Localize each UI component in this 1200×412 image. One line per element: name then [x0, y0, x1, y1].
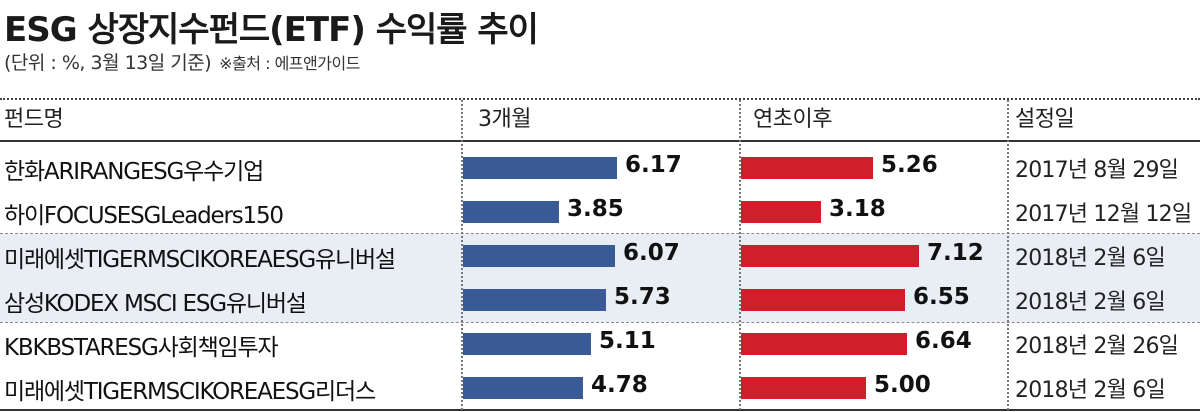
- inception-date: 2018년 2월 6일: [1015, 290, 1166, 315]
- source-note: ※출처 : 에프앤가이드: [219, 54, 360, 73]
- table-row: 하이FOCUSESGLeaders150 3.85 3.18 2017년 12월 12…: [0, 190, 1200, 234]
- bar-3month: [463, 157, 617, 179]
- column-divider: [739, 100, 741, 410]
- bottom-rule: [0, 409, 1200, 411]
- header-fund-name: 펀드명: [4, 107, 64, 132]
- column-divider: [461, 100, 463, 410]
- inception-date: 2017년 12월 12일: [1015, 202, 1192, 227]
- top-rule: [0, 98, 1200, 100]
- table-row: 삼성KODEX MSCI ESG유니버설 5.73 6.55 2018년 2월 6일: [0, 278, 1200, 322]
- table-row: 미래에셋TIGERMSCIKOREAESG리더스 4.78 5.00 2018년 2월…: [0, 366, 1200, 410]
- value-3month: 6.17: [625, 152, 682, 178]
- value-3month: 5.73: [614, 284, 671, 310]
- chart-subtitle: (단위 : %, 3월 13일 기준) ※출처 : 에프앤가이드: [4, 48, 360, 75]
- bar-3month: [463, 245, 615, 267]
- value-ytd: 5.00: [874, 372, 931, 398]
- unit-note: (단위 : %, 3월 13일 기준): [4, 52, 212, 74]
- bar-3month: [463, 289, 606, 311]
- value-3month: 3.85: [567, 196, 624, 222]
- value-ytd: 7.12: [927, 240, 984, 266]
- inception-date: 2017년 8월 29일: [1015, 158, 1179, 183]
- header-rule: [0, 140, 1200, 142]
- fund-name: 미래에셋TIGERMSCIKOREAESG리더스: [4, 379, 376, 405]
- value-3month: 4.78: [591, 372, 648, 398]
- value-ytd: 6.64: [915, 328, 972, 354]
- table-row: 미래에셋TIGERMSCIKOREAESG유니버설 6.07 7.12 2018년 2…: [0, 234, 1200, 278]
- inception-date: 2018년 2월 26일: [1015, 334, 1179, 359]
- fund-name: KBKBSTARESG사회책임투자: [4, 335, 279, 361]
- value-ytd: 6.55: [913, 284, 970, 310]
- bar-3month: [463, 333, 591, 355]
- value-ytd: 5.26: [881, 152, 938, 178]
- row-divider: [0, 322, 1200, 323]
- bar-ytd: [741, 289, 905, 311]
- bar-ytd: [741, 245, 919, 267]
- inception-date: 2018년 2월 6일: [1015, 246, 1166, 271]
- bar-ytd: [741, 157, 873, 179]
- value-3month: 6.07: [623, 240, 680, 266]
- fund-name: 하이FOCUSESGLeaders150: [4, 203, 284, 229]
- header-inception: 설정일: [1015, 107, 1075, 132]
- column-divider: [1007, 100, 1009, 410]
- row-divider: [0, 233, 1200, 234]
- bar-ytd: [741, 201, 821, 223]
- bar-ytd: [741, 333, 907, 355]
- bar-3month: [463, 201, 559, 223]
- fund-name: 한화ARIRANGESG우수기업: [4, 159, 264, 185]
- header-3month: 3개월: [478, 107, 531, 132]
- bar-ytd: [741, 377, 866, 399]
- fund-name: 삼성KODEX MSCI ESG유니버설: [4, 291, 307, 317]
- value-ytd: 3.18: [829, 196, 886, 222]
- inception-date: 2018년 2월 6일: [1015, 378, 1166, 403]
- bar-3month: [463, 377, 583, 399]
- header-ytd: 연초이후: [753, 107, 832, 132]
- table-row: KBKBSTARESG사회책임투자 5.11 6.64 2018년 2월 26일: [0, 322, 1200, 366]
- value-3month: 5.11: [599, 328, 656, 354]
- fund-name: 미래에셋TIGERMSCIKOREAESG유니버설: [4, 247, 396, 273]
- chart-title: ESG 상장지수펀드(ETF) 수익률 추이: [4, 10, 539, 50]
- table-row: 한화ARIRANGESG우수기업 6.17 5.26 2017년 8월 29일: [0, 146, 1200, 190]
